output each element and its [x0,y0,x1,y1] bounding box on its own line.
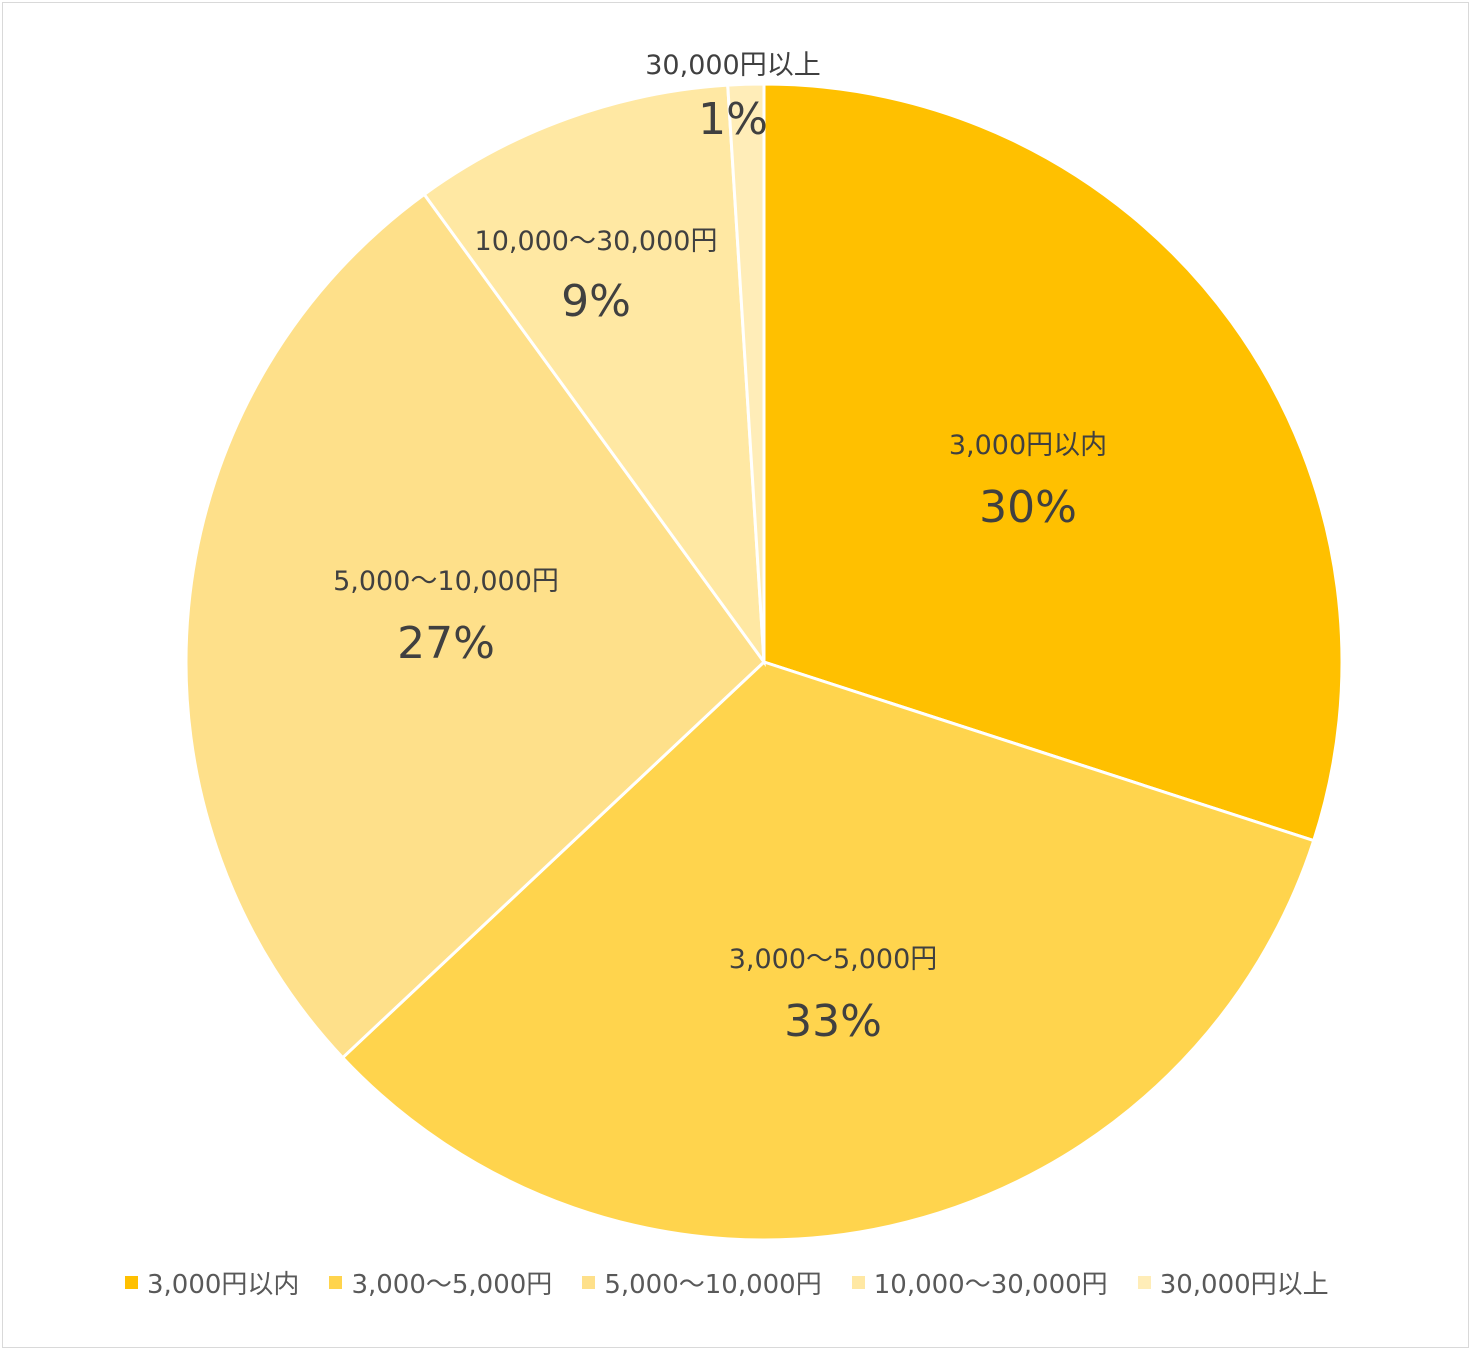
legend-swatch [1137,1275,1151,1289]
legend-item: 3,000円以内 [125,1264,299,1301]
legend-item: 5,000～10,000円 [582,1264,822,1301]
data-labels: 3,000円以内 30% 3,000～5,000円 33% 5,000～10,000円 2… [333,50,1107,1047]
legend-swatch [851,1275,865,1289]
pie-slice [762,82,1344,843]
legend-label: 5,000～10,000円 [604,1269,822,1300]
pie-slice [184,192,766,1060]
slice-percent-label: 33% [784,996,882,1047]
pie-slice [340,660,1316,1242]
slice-category-label: 3,000～5,000円 [729,944,938,975]
slice-category-label: 3,000円以内 [949,430,1107,461]
legend-swatch [582,1275,596,1289]
pie-slices [184,82,1344,1242]
legend-label: 3,000円以内 [147,1269,300,1300]
legend-label: 3,000～5,000円 [351,1269,553,1300]
slice-category-label: 10,000～30,000円 [475,226,718,257]
legend-label: 30,000円以上 [1159,1269,1329,1300]
chart-legend: 3,000円以内 3,000～5,000円 5,000～10,000円 10,000～… [125,1262,1405,1302]
slice-percent-label: 9% [561,276,631,327]
slice-percent-label: 30% [979,482,1077,533]
legend-swatch [125,1275,138,1289]
legend-label: 10,000～30,000円 [873,1269,1108,1300]
slice-percent-label: 27% [397,618,495,669]
legend-item: 3,000～5,000円 [329,1264,552,1301]
legend-swatch [329,1275,343,1289]
pie-slice [422,83,766,668]
legend-item: 10,000～30,000円 [851,1264,1108,1301]
pie-slice [726,82,766,663]
slice-category-label: 30,000円以上 [645,50,820,81]
slice-percent-label: 1% [698,94,768,145]
slice-category-label: 5,000～10,000円 [333,566,559,597]
legend-item: 30,000円以上 [1137,1264,1329,1301]
